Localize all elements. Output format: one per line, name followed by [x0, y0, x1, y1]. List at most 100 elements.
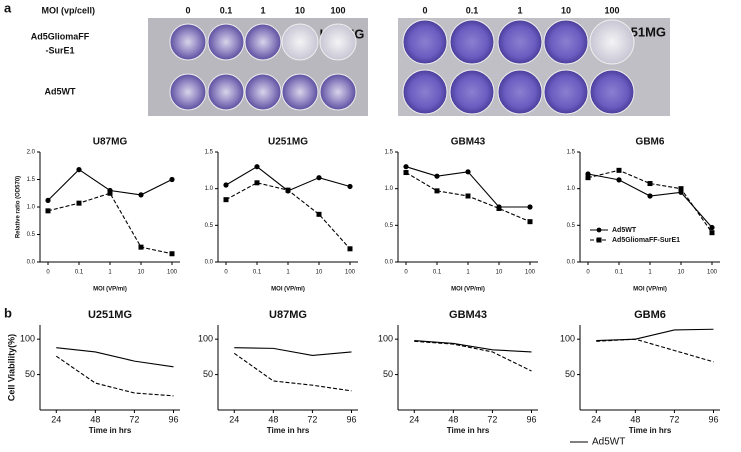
well [281, 23, 319, 61]
well [589, 19, 635, 65]
x-tick-label: 100 [525, 270, 536, 276]
y-tick-label: 0.5 [385, 223, 394, 229]
x-tick-label: 24 [591, 414, 601, 424]
x-tick-label: 48 [268, 414, 278, 424]
point [169, 176, 175, 183]
x-tick-label: 0 [46, 270, 50, 276]
point [107, 190, 113, 196]
point [316, 211, 322, 217]
well [402, 69, 448, 115]
well [244, 73, 282, 111]
x-axis-label: Time in hrs [447, 426, 490, 435]
well [543, 19, 589, 65]
point [527, 219, 533, 225]
point [434, 188, 440, 194]
dose-label: 0 [422, 5, 427, 15]
y-tick-label: 0.0 [385, 260, 394, 266]
point [285, 187, 291, 193]
point [403, 164, 409, 170]
point [254, 180, 260, 186]
point [678, 186, 684, 192]
point [76, 200, 82, 206]
chart-title: GBM6 [634, 309, 666, 321]
dose-label: 10 [295, 5, 305, 15]
x-tick-label: 72 [669, 414, 679, 424]
chart-title: GBM6 [636, 137, 665, 148]
point [465, 169, 471, 175]
dose-label: 100 [604, 5, 619, 15]
well [449, 69, 495, 115]
y-tick-label: 0.5 [567, 223, 576, 229]
x-axis-label: Time in hrs [629, 426, 672, 435]
y-tick-label: 100 [20, 334, 35, 344]
y-tick-label: 1.0 [27, 205, 36, 211]
well [319, 73, 357, 111]
dose-label: 10 [561, 5, 571, 15]
point [647, 181, 653, 187]
y-tick-label: 1.5 [205, 150, 214, 156]
y-tick-label: 1.5 [567, 150, 576, 156]
x-tick-label: 48 [90, 414, 100, 424]
series-line [596, 338, 714, 363]
x-tick-label: 100 [707, 270, 718, 276]
point [223, 197, 229, 203]
point [709, 224, 715, 231]
x-axis-label: MOI (VP/ml) [271, 287, 305, 293]
well [207, 73, 245, 111]
y-tick-label: 1.0 [385, 186, 394, 192]
dose-label: 100 [330, 5, 345, 15]
series-line [414, 340, 532, 353]
y-tick-label: 0.5 [27, 232, 36, 238]
x-tick-label: 96 [526, 414, 536, 424]
chart-title: U87MG [269, 309, 307, 321]
point [403, 170, 409, 176]
dose-label: 0 [185, 5, 190, 15]
legend-marker [596, 237, 602, 243]
point [45, 197, 51, 203]
x-tick-label: 24 [229, 414, 239, 424]
y-tick-label: 1.0 [205, 186, 214, 192]
y-tick-label: 50 [383, 369, 393, 379]
well [169, 73, 207, 111]
point [709, 230, 715, 236]
y-tick-label: 50 [203, 369, 213, 379]
x-tick-label: 96 [346, 414, 356, 424]
legend-label: Ad5WT [592, 437, 625, 447]
x-tick-label: 48 [448, 414, 458, 424]
point [647, 193, 653, 199]
x-tick-label: 1 [648, 270, 652, 276]
y-axis-label: Relative ratio (OD570) [16, 176, 22, 238]
dose-label: 1 [517, 5, 522, 15]
x-tick-label: 100 [345, 270, 356, 276]
x-tick-label: 10 [496, 270, 503, 276]
row-label: Ad5GliomaFF [31, 31, 90, 41]
well [244, 23, 282, 61]
x-tick-label: 72 [129, 414, 139, 424]
x-tick-label: 1 [466, 270, 470, 276]
point [585, 175, 591, 181]
series-line [56, 347, 174, 368]
x-tick-label: 72 [487, 414, 497, 424]
point [169, 251, 175, 257]
legend-label: Ad5WT [612, 227, 637, 234]
series-line [47, 168, 173, 201]
legend-marker [596, 227, 602, 233]
well [281, 73, 319, 111]
point [496, 205, 502, 211]
y-tick-label: 0.5 [205, 223, 214, 229]
point [254, 164, 260, 170]
x-tick-label: 48 [630, 414, 640, 424]
well [589, 69, 635, 115]
x-tick-label: 96 [168, 414, 178, 424]
well [497, 19, 543, 65]
well [543, 69, 589, 115]
well [169, 23, 207, 61]
legend-label: Ad5GliomaFF-SurE1 [612, 237, 680, 244]
point [76, 167, 82, 173]
series-line [414, 340, 532, 372]
panel-label: a [4, 0, 12, 15]
point [347, 246, 353, 252]
well [449, 19, 495, 65]
x-axis-label: Time in hrs [89, 426, 132, 435]
